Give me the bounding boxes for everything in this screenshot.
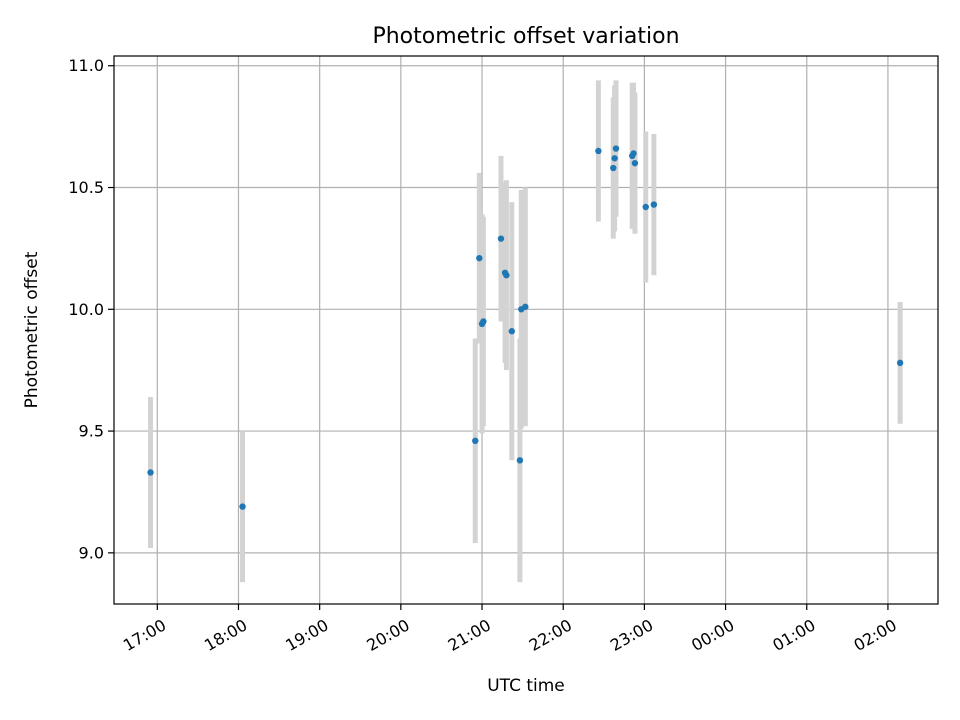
error-bars <box>148 80 903 583</box>
plot-frame <box>113 55 939 605</box>
data-point <box>503 272 510 279</box>
y-tick-label: 10.0 <box>68 300 104 319</box>
x-tick-label: 19:00 <box>282 615 331 655</box>
data-point <box>611 155 618 162</box>
data-point <box>631 159 639 167</box>
data-point <box>650 201 658 208</box>
x-tick-label: 00:00 <box>688 615 737 655</box>
x-tick-label: 01:00 <box>769 615 818 655</box>
data-point <box>630 150 637 157</box>
x-tick-label: 20:00 <box>363 615 412 655</box>
y-tick-label: 10.5 <box>68 178 104 197</box>
data-point <box>476 254 483 262</box>
data-point <box>522 303 529 311</box>
data-point <box>497 235 505 242</box>
x-tick-label: 23:00 <box>607 615 656 655</box>
data-point <box>508 328 515 335</box>
chart-title: Photometric offset variation <box>372 24 679 49</box>
data-point <box>147 469 154 476</box>
y-tick-label: 9.0 <box>79 543 104 562</box>
x-tick-label: 22:00 <box>526 615 575 655</box>
x-tick-label: 21:00 <box>445 615 494 655</box>
y-tick-label: 11.0 <box>68 56 104 75</box>
y-axis-label: Photometric offset <box>22 251 42 408</box>
x-tick-label: 17:00 <box>120 615 169 655</box>
data-point <box>480 318 487 325</box>
data-point <box>610 164 617 172</box>
data-point <box>472 437 479 445</box>
y-tick-label: 9.5 <box>79 422 104 441</box>
data-point <box>612 145 620 152</box>
data-points <box>147 145 904 510</box>
data-point <box>642 203 649 211</box>
data-point <box>239 503 246 510</box>
data-point <box>516 457 524 464</box>
x-axis-label: UTC time <box>487 676 565 696</box>
data-point <box>896 359 904 367</box>
data-point <box>595 147 602 155</box>
x-tick-label: 02:00 <box>851 615 900 655</box>
x-tick-label: 18:00 <box>201 615 250 655</box>
